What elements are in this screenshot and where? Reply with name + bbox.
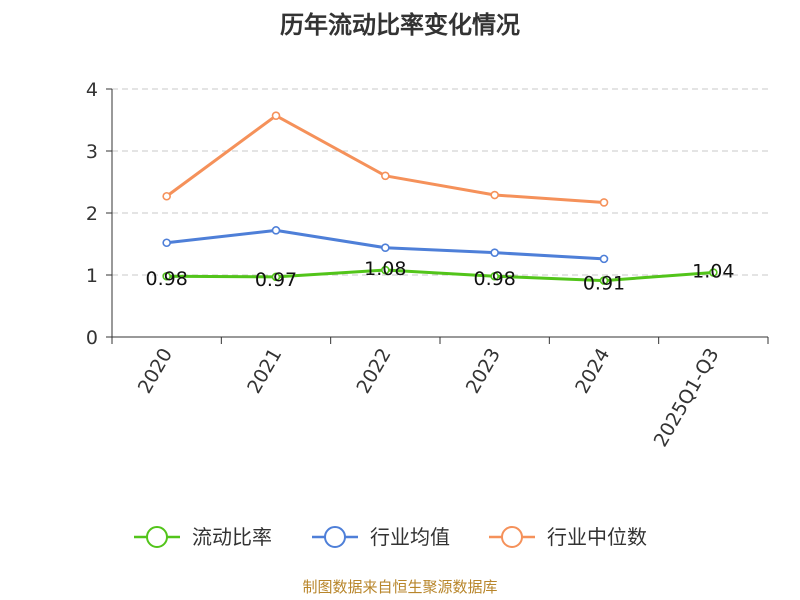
data-point[interactable] <box>271 111 281 120</box>
data-point[interactable] <box>381 243 390 253</box>
y-tick-label: 4 <box>86 79 98 101</box>
data-labels: 0.98 0.97 1.08 0.98 0.91 1.04 <box>146 258 735 295</box>
data-point[interactable] <box>381 171 390 181</box>
legend-item[interactable]: 行业中位数 <box>489 525 647 549</box>
data-label: 0.97 <box>255 269 297 291</box>
y-tick-label: 0 <box>86 327 98 349</box>
legend[interactable]: 流动比率 行业均值 行业中位数 <box>134 525 647 549</box>
data-point[interactable] <box>490 248 499 257</box>
data-point[interactable] <box>709 268 718 277</box>
source-note: 制图数据来自恒生聚源数据库 <box>302 578 497 596</box>
series-lines <box>162 111 718 285</box>
data-point[interactable] <box>381 265 390 275</box>
data-label: 0.91 <box>583 273 625 295</box>
grid-lines <box>112 88 768 276</box>
legend-marker <box>501 526 523 548</box>
data-label: 0.98 <box>474 268 516 290</box>
chart-title: 历年流动比率变化情况 <box>280 11 520 39</box>
axes: 0 1 2 3 4 2020 2021 2022 2023 2024 2025Q1-Q3 <box>86 79 769 451</box>
data-point[interactable] <box>162 271 171 281</box>
legend-item[interactable]: 行业均值 <box>312 525 450 549</box>
y-tick-label: 1 <box>86 265 98 287</box>
data-point[interactable] <box>490 190 499 200</box>
data-point[interactable] <box>599 198 609 207</box>
data-label: 0.98 <box>146 268 188 290</box>
data-point[interactable] <box>162 238 171 248</box>
data-point[interactable] <box>162 191 171 201</box>
legend-marker <box>146 526 168 548</box>
legend-label: 流动比率 <box>192 525 272 549</box>
x-tick-label: 2021 <box>243 345 286 398</box>
data-point[interactable] <box>599 276 609 285</box>
x-tick-label: 2022 <box>352 345 395 398</box>
legend-marker <box>324 526 346 548</box>
y-tick-label: 2 <box>86 203 98 225</box>
data-point[interactable] <box>271 226 281 235</box>
x-tick-label: 2024 <box>571 345 614 398</box>
data-label: 1.08 <box>364 258 406 280</box>
data-point[interactable] <box>490 271 499 281</box>
data-point[interactable] <box>599 254 609 264</box>
data-label: 1.04 <box>692 261 734 283</box>
x-tick-label: 2020 <box>134 345 177 398</box>
x-tick-label: 2025Q1-Q3 <box>650 345 724 451</box>
series-line <box>166 268 714 283</box>
legend-item[interactable]: 流动比率 <box>134 525 272 549</box>
x-tick-label: 2023 <box>462 344 505 397</box>
legend-label: 行业均值 <box>370 525 450 549</box>
series-line <box>165 114 605 204</box>
data-point[interactable] <box>271 272 281 282</box>
legend-label: 行业中位数 <box>547 525 647 549</box>
y-tick-label: 3 <box>86 141 98 163</box>
